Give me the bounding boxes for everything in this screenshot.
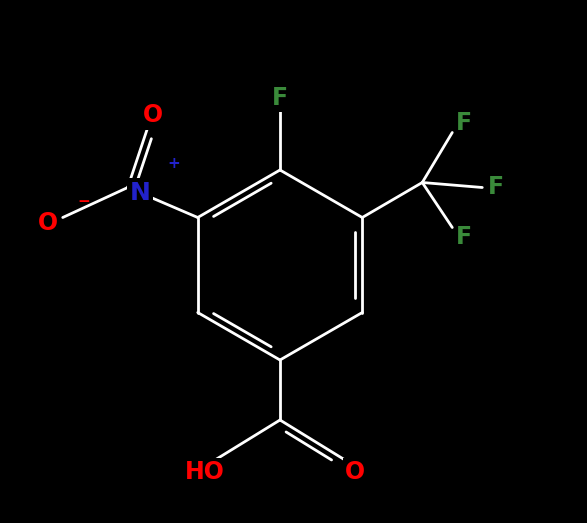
Text: O: O [143,104,163,128]
Text: −: − [77,194,90,209]
Text: N: N [129,180,150,204]
Text: +: + [168,155,180,170]
Text: F: F [272,86,288,110]
Text: F: F [456,225,473,249]
Text: F: F [456,110,473,134]
Text: O: O [38,210,58,234]
Text: F: F [488,176,504,199]
Text: HO: HO [185,460,225,484]
Text: O: O [345,460,365,484]
